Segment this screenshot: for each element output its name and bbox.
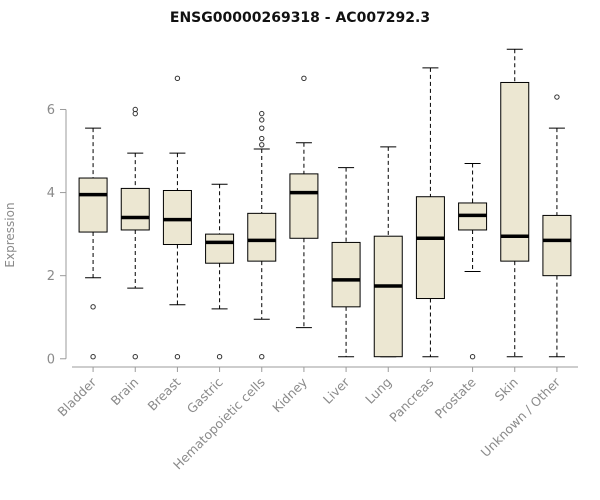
iqr-box: [78, 177, 108, 233]
iqr-box: [331, 241, 361, 308]
iqr-box: [373, 235, 403, 358]
x-tick-label: Kidney: [269, 374, 310, 415]
box-group-hematopoietic-cells: Hematopoietic cells: [170, 110, 277, 472]
y-tick-label: 6: [47, 103, 55, 118]
x-tick-label: Skin: [491, 375, 520, 404]
outlier-point: [216, 353, 223, 360]
outlier-point: [259, 135, 265, 142]
chart-title: ENSG00000269318 - AC007292.3: [169, 10, 431, 26]
iqr-box: [205, 233, 235, 264]
x-tick-label: Prostate: [432, 374, 479, 421]
outlier-point: [259, 142, 265, 148]
x-tick-label: Gastric: [184, 374, 226, 416]
iqr-box: [162, 189, 192, 246]
boxplot-canvas: 0 2 4 6 Expression Bladder Brain Breast GastricH…: [3, 48, 578, 472]
box-group-brain: Brain: [108, 106, 150, 409]
x-tick-label: Pancreas: [386, 375, 436, 425]
iqr-box: [415, 196, 445, 300]
box-group-kidney: Kidney: [269, 75, 319, 415]
outlier-point: [132, 353, 138, 360]
iqr-box: [500, 81, 530, 262]
x-tick-label: Liver: [320, 374, 353, 407]
iqr-box: [289, 173, 319, 239]
iqr-box: [120, 187, 150, 231]
iqr-box: [542, 214, 572, 277]
outlier-point: [174, 75, 181, 82]
outlier-point: [259, 117, 265, 123]
outlier-point: [259, 353, 265, 360]
outlier-point: [132, 106, 138, 113]
iqr-box: [247, 212, 277, 262]
outlier-point: [174, 353, 181, 360]
box-group-bladder: Bladder: [54, 127, 108, 419]
outlier-point: [301, 75, 307, 82]
outlier-point: [259, 125, 265, 131]
x-tick-label: Unknown / Other: [478, 374, 564, 460]
outlier-point: [554, 94, 560, 100]
x-tick-label: Brain: [108, 375, 142, 409]
x-tick-label: Breast: [144, 374, 183, 413]
x-tick-label: Lung: [362, 375, 394, 407]
y-tick-label: 0: [47, 352, 55, 367]
outlier-point: [259, 110, 265, 117]
box-group-lung: Lung: [362, 146, 403, 407]
y-tick-label: 4: [47, 186, 55, 201]
box-group-liver: Liver: [320, 167, 361, 407]
y-axis-label: Expression: [3, 202, 17, 267]
outlier-point: [469, 353, 476, 360]
box-group-skin: Skin: [491, 48, 530, 404]
outlier-point: [90, 304, 96, 310]
outlier-point: [90, 353, 96, 360]
x-tick-label: Bladder: [54, 374, 99, 419]
box-group-breast: Breast: [144, 75, 192, 414]
y-tick-label: 2: [47, 269, 55, 284]
